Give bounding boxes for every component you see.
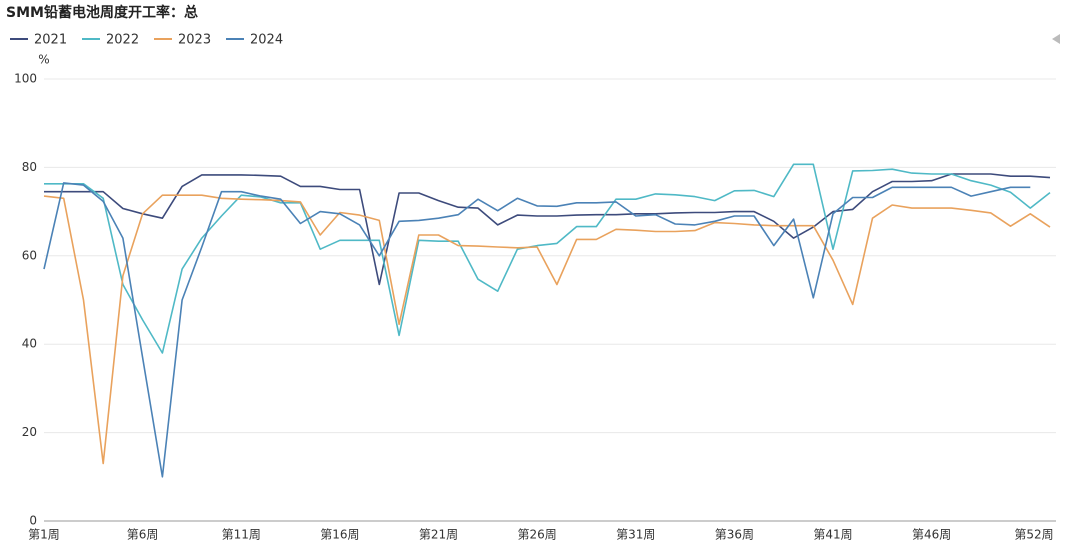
y-unit: % — [38, 53, 49, 67]
series-line — [43, 182, 1031, 478]
y-tick-label: 20 — [22, 425, 37, 439]
x-tick-label: 第31周 — [616, 528, 655, 542]
x-tick-label: 第36周 — [715, 528, 754, 542]
x-tick-label: 第52周 — [1014, 528, 1053, 542]
series-line — [44, 163, 1051, 354]
x-tick-label: 第11周 — [222, 528, 261, 542]
y-tick-label: 0 — [29, 514, 37, 528]
chart-title: SMM铅蓄电池周度开工率：总 — [6, 4, 198, 21]
legend-label[interactable]: 2023 — [178, 33, 211, 48]
x-tick-label: 第26周 — [517, 528, 556, 542]
y-tick-label: 60 — [22, 248, 37, 262]
x-tick-label: 第16周 — [320, 528, 359, 542]
y-tick-label: 40 — [22, 337, 37, 351]
x-tick-label: 第21周 — [419, 528, 458, 542]
y-tick-label: 80 — [22, 160, 37, 174]
legend-scroll-arrow[interactable] — [1052, 34, 1060, 44]
x-tick-label: 第6周 — [127, 528, 159, 542]
legend-label[interactable]: 2024 — [250, 33, 283, 48]
series-line — [44, 173, 1051, 286]
x-tick-label: 第1周 — [28, 528, 60, 542]
x-tick-label: 第41周 — [813, 528, 852, 542]
series-line — [43, 194, 1051, 465]
legend-label[interactable]: 2021 — [34, 33, 67, 48]
x-tick-label: 第46周 — [912, 528, 951, 542]
y-tick-label: 100 — [14, 72, 37, 86]
legend-label[interactable]: 2022 — [106, 33, 139, 48]
